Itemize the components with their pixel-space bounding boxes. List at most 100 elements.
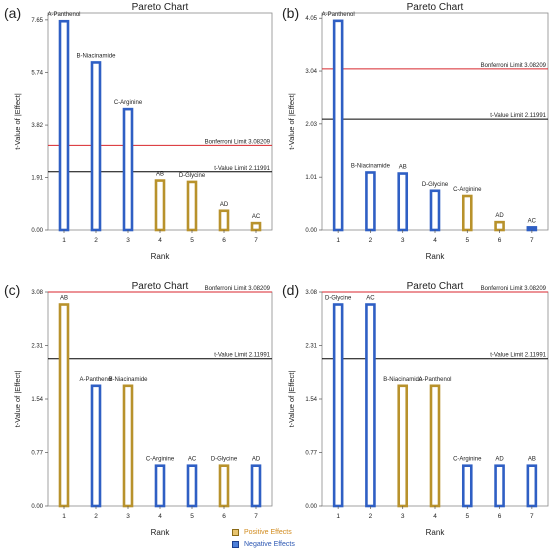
y-tick-label: 7.65: [31, 18, 43, 24]
y-tick-label: 2.31: [31, 344, 43, 350]
legend-negative-label: Negative Effects: [244, 540, 295, 548]
bar-label: B-Niacinamide: [383, 377, 423, 383]
y-tick-label: 5.74: [31, 70, 43, 76]
bar: [461, 194, 473, 232]
x-tick-label: 1: [62, 237, 66, 244]
y-tick-label: 1.91: [31, 176, 43, 182]
x-tick-label: 1: [336, 237, 340, 244]
panel-label: (d): [282, 282, 299, 298]
bar-label: A-Panthenol: [79, 377, 112, 383]
x-tick-label: 5: [190, 513, 194, 520]
bar: [218, 209, 230, 232]
bar-label: C-Arginine: [453, 187, 482, 193]
panel-label: (a): [4, 5, 21, 21]
x-tick-label: 3: [401, 237, 405, 244]
x-tick-label: 3: [126, 513, 130, 520]
bar-label: AC: [528, 218, 537, 224]
bar-label: C-Arginine: [146, 457, 175, 463]
bar-label: AD: [220, 202, 229, 208]
bonferroni-label: Bonferroni Limit 3.08209: [481, 63, 547, 69]
panel-4: (d) Pareto Chart 0.00 0.77 1.54 2.31 3.08 t-Val…: [282, 281, 549, 537]
x-tick-label: 7: [254, 513, 258, 520]
bar: [494, 220, 505, 232]
bar-label: AB: [399, 165, 407, 171]
x-tick-label: 4: [158, 237, 162, 244]
y-tick-label: 3.82: [31, 123, 43, 129]
bonferroni-label: Bonferroni Limit 3.08209: [205, 139, 271, 145]
bar: [122, 384, 134, 508]
panel-label: (c): [4, 282, 20, 298]
bar-label: AC: [188, 457, 197, 463]
chart-title: Pareto Chart: [132, 281, 189, 292]
x-tick-label: 2: [94, 513, 98, 520]
x-tick-label: 7: [530, 513, 534, 520]
panel-3: (c) Pareto Chart 0.00 0.77 1.54 2.31 3.08 t-Val…: [4, 281, 273, 537]
legend-positive: Positive Effects: [232, 526, 295, 538]
y-axis-label: t-Value of |Effect|: [13, 93, 22, 150]
chart-title: Pareto Chart: [407, 281, 464, 292]
tvalue-label: t-Value Limit 2.11991: [490, 113, 546, 119]
bar-label: B-Niacinamide: [76, 53, 116, 59]
bar: [494, 464, 505, 508]
x-tick-label: 6: [498, 513, 502, 520]
bar: [90, 384, 102, 508]
bar: [250, 221, 262, 232]
panel-2: (b) Pareto Chart 0.00 1.01 2.03 3.04 4.05 t-Val…: [282, 2, 549, 261]
x-tick-label: 4: [433, 237, 437, 244]
bar-label: D-Glycine: [422, 182, 449, 188]
x-tick-label: 1: [336, 513, 340, 520]
y-axis-label: t-Value of |Effect|: [287, 93, 296, 150]
y-tick-label: 3.04: [305, 69, 317, 75]
bar: [526, 464, 538, 508]
bonferroni-label: Bonferroni Limit 3.08209: [481, 286, 547, 292]
legend-positive-label: Positive Effects: [244, 528, 292, 536]
bar: [397, 384, 409, 508]
bar-label: AB: [60, 296, 68, 302]
bar-label: AB: [156, 172, 164, 178]
y-axis-label: t-Value of |Effect|: [13, 371, 22, 428]
bar-label: AD: [495, 457, 504, 463]
x-tick-label: 5: [465, 237, 469, 244]
bar: [122, 107, 134, 232]
x-axis-label: Rank: [426, 528, 446, 537]
y-tick-label: 0.77: [31, 451, 43, 457]
y-tick-label: 0.00: [305, 228, 317, 234]
x-axis-label: Rank: [151, 528, 171, 537]
bar-label: D-Glycine: [179, 173, 206, 179]
bar: [461, 464, 473, 508]
x-tick-label: 7: [254, 237, 258, 244]
y-tick-label: 0.00: [31, 228, 43, 234]
bar: [397, 172, 409, 232]
legend: Positive Effects Negative Effects: [232, 526, 295, 550]
x-tick-label: 6: [498, 237, 502, 244]
bar-label: C-Arginine: [114, 100, 143, 106]
x-tick-label: 2: [94, 237, 98, 244]
bar-label: AC: [366, 296, 375, 302]
legend-negative: Negative Effects: [232, 538, 295, 550]
bar: [332, 303, 344, 508]
y-tick-label: 2.31: [305, 344, 317, 350]
x-axis-label: Rank: [151, 252, 171, 261]
bar-label: D-Glycine: [211, 457, 238, 463]
y-tick-label: 1.54: [31, 397, 43, 403]
x-tick-label: 3: [401, 513, 405, 520]
x-tick-label: 2: [369, 237, 373, 244]
panel-1: (a) Pareto Chart 0.00 1.91 3.82 5.74 7.65 t-Val…: [4, 2, 273, 261]
y-tick-label: 0.00: [31, 504, 43, 510]
x-tick-label: 4: [433, 513, 437, 520]
legend-negative-swatch: [232, 540, 239, 548]
bar: [429, 384, 441, 508]
bar: [58, 303, 70, 508]
bar-label: AB: [528, 457, 536, 463]
bar-label: AC: [252, 214, 261, 220]
x-tick-label: 2: [369, 513, 373, 520]
y-axis-label: t-Value of |Effect|: [287, 371, 296, 428]
bonferroni-label: Bonferroni Limit 3.08209: [205, 286, 271, 292]
bar-label: A-Panthenol: [322, 12, 355, 18]
y-tick-label: 4.05: [305, 16, 317, 22]
y-tick-label: 1.54: [305, 397, 317, 403]
x-tick-label: 3: [126, 237, 130, 244]
bar-label: D-Glycine: [325, 296, 352, 302]
bar-label: AD: [495, 213, 504, 219]
bar: [186, 464, 198, 508]
